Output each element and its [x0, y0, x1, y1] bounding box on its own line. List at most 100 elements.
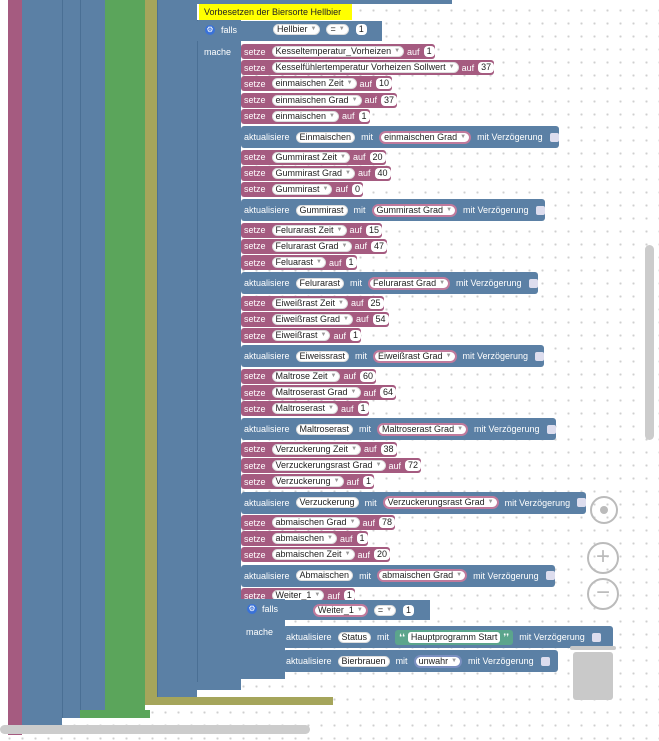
value-input[interactable]: 15 — [366, 224, 383, 236]
condition-operator[interactable]: = ▼ — [326, 24, 349, 35]
text-value[interactable]: Hauptprogramm Start — [407, 631, 501, 643]
delay-checkbox[interactable] — [546, 424, 556, 434]
set-variable-block[interactable]: setze abmaischen Zeit ▼ auf 20 — [241, 547, 391, 563]
update-device-block[interactable]: aktualisiere Felurarast mit Felurarast Grad… — [241, 272, 538, 295]
delay-checkbox[interactable] — [577, 498, 587, 507]
device-selector[interactable]: Felurarast — [295, 277, 345, 289]
if2-condition[interactable]: Weiter_1 ▼ = ▼ 1 — [310, 604, 415, 617]
variable-selector[interactable]: Eiweißrast Grad ▼ — [373, 349, 457, 363]
variable-selector[interactable]: Eiweißrast ▼ — [271, 330, 331, 342]
value-input[interactable]: 1 — [357, 403, 369, 415]
variable-selector[interactable]: Maltroserast Grad ▼ — [377, 422, 469, 436]
device-selector[interactable]: Gummirast — [295, 204, 348, 216]
value-input[interactable]: 38 — [380, 443, 397, 455]
variable-selector[interactable]: Verzuckerung Zeit ▼ — [271, 443, 362, 455]
condition-value[interactable]: 1 — [355, 24, 367, 35]
set-variable-block[interactable]: setze Maltrose Zeit ▼ auf 60 — [241, 368, 377, 384]
value-input[interactable]: 1 — [356, 533, 368, 545]
set-variable-block[interactable]: setze Gummirast Grad ▼ auf 40 — [241, 165, 391, 181]
gear-icon[interactable]: ⚙ — [247, 604, 257, 614]
variable-selector[interactable]: Gummirast ▼ — [271, 183, 333, 195]
comment-bubble[interactable]: Vorbesetzen der Biersorte Hellbier — [199, 4, 352, 20]
value-input[interactable]: 20 — [369, 151, 386, 163]
value-input[interactable]: 60 — [360, 370, 377, 382]
variable-selector[interactable]: Verzuckerung ▼ — [271, 476, 344, 488]
condition-variable[interactable]: Hellbier ▼ — [273, 24, 321, 35]
device-selector[interactable]: Status — [337, 631, 372, 643]
set-variable-block[interactable]: setze Eiweißrast Zeit ▼ auf 25 — [241, 295, 384, 311]
update-bierbrauen-block[interactable]: aktualisiere Bierbrauen mit unwahr ▼ mit … — [283, 650, 558, 672]
value-input[interactable]: 1 — [363, 476, 375, 488]
variable-selector[interactable]: Eiweißrast Grad ▼ — [271, 313, 353, 325]
variable-selector[interactable]: abmaischen Zeit ▼ — [271, 549, 355, 561]
value-input[interactable]: 0 — [352, 183, 364, 195]
value-input[interactable]: 10 — [376, 78, 393, 90]
update-device-block[interactable]: aktualisiere Abmaischen mit abmaischen Grad… — [241, 564, 555, 587]
value-input[interactable]: 72 — [405, 460, 422, 472]
set-variable-block[interactable]: setze Gummirast Zeit ▼ auf 20 — [241, 149, 386, 165]
variable-selector[interactable]: abmaischen ▼ — [271, 533, 337, 545]
device-selector[interactable]: Eiweissrast — [295, 350, 350, 362]
update-status-block[interactable]: aktualisiere Status mit ❛❛ Hauptprogramm … — [283, 626, 613, 648]
variable-selector[interactable]: Gummirast Grad ▼ — [371, 203, 458, 217]
value-input[interactable]: 1 — [343, 590, 355, 602]
value-input[interactable]: 25 — [367, 297, 384, 309]
condition-value[interactable]: 1 — [403, 605, 415, 616]
set-variable-block[interactable]: setze abmaischen Grad ▼ auf 78 — [241, 515, 396, 530]
set-variable-block[interactable]: setze abmaischen ▼ auf 1 — [241, 531, 368, 547]
value-input[interactable]: 1 — [345, 257, 357, 268]
horizontal-scrollbar[interactable] — [0, 725, 310, 734]
value-input[interactable]: 54 — [372, 313, 389, 325]
variable-selector[interactable]: Eiweißrast Zeit ▼ — [271, 297, 348, 309]
variable-selector[interactable]: einmaischen ▼ — [271, 110, 339, 122]
delay-checkbox[interactable] — [535, 351, 545, 361]
update-device-block[interactable]: aktualisiere Maltroserast mit Maltroserast … — [241, 418, 556, 441]
delay-checkbox[interactable] — [540, 656, 550, 666]
set-variable-block[interactable]: setze Gummirast ▼ auf 0 — [241, 181, 364, 197]
update-device-block[interactable]: aktualisiere Eiweissrast mit Eiweißrast Gra… — [241, 345, 545, 368]
value-input[interactable]: 78 — [379, 517, 396, 528]
value-input[interactable]: 37 — [381, 94, 398, 106]
device-selector[interactable]: Verzuckerung — [295, 497, 359, 508]
condition-operator[interactable]: = ▼ — [373, 605, 397, 616]
delay-checkbox[interactable] — [528, 278, 538, 288]
variable-selector[interactable]: einmaischen Zeit ▼ — [271, 78, 357, 90]
set-variable-block[interactable]: setze Eiweißrast ▼ auf 1 — [241, 328, 362, 344]
center-target-icon[interactable] — [590, 496, 618, 524]
set-variable-block[interactable]: setze Felurarast Zeit ▼ auf 15 — [241, 222, 383, 238]
if-condition[interactable]: Hellbier ▼ = ▼ 1 — [270, 24, 367, 35]
variable-selector[interactable]: Felurarast Grad ▼ — [368, 276, 451, 290]
variable-selector[interactable]: Felurarast Grad ▼ — [271, 240, 352, 252]
variable-selector[interactable]: Gummirast Zeit ▼ — [271, 151, 350, 163]
variable-selector[interactable]: abmaischen Grad ▼ — [271, 517, 360, 528]
gear-icon[interactable]: ⚙ — [205, 25, 215, 35]
text-block[interactable]: ❛❛ Hauptprogramm Start ❜❜ — [395, 629, 514, 645]
delay-checkbox[interactable] — [591, 632, 601, 642]
variable-selector[interactable]: Maltroserast Grad ▼ — [271, 387, 361, 398]
vertical-scrollbar[interactable] — [645, 245, 654, 440]
if-block[interactable] — [197, 20, 241, 690]
value-input[interactable]: 40 — [374, 167, 391, 179]
variable-selector[interactable]: Kesselfühlertemperatur Vorheizen Sollwer… — [271, 62, 459, 74]
boolean-selector[interactable]: unwahr ▼ — [413, 654, 463, 668]
device-selector[interactable]: Bierbrauen — [337, 655, 390, 667]
zoom-in-icon[interactable]: + — [587, 542, 619, 574]
set-variable-block[interactable]: setze Verzuckerung Zeit ▼ auf 38 — [241, 441, 397, 457]
value-input[interactable]: 37 — [478, 62, 495, 74]
device-selector[interactable]: Abmaischen — [295, 570, 354, 582]
device-selector[interactable]: Maltroserast — [295, 423, 354, 435]
set-variable-block[interactable]: setze Kesseltemperatur_Vorheizen ▼ auf 1 — [241, 44, 435, 59]
variable-selector[interactable]: Verzuckerungsrast Grad ▼ — [382, 496, 499, 509]
value-input[interactable]: 1 — [358, 110, 370, 122]
set-variable-block[interactable]: setze Verzuckerungsrast Grad ▼ auf 72 — [241, 458, 422, 474]
set-variable-block[interactable]: setze Felurarast Grad ▼ auf 47 — [241, 238, 388, 254]
set-variable-block[interactable]: setze Verzuckerung ▼ auf 1 — [241, 474, 375, 490]
delay-checkbox[interactable] — [549, 132, 559, 142]
value-input[interactable]: 1 — [423, 46, 435, 57]
zoom-out-icon[interactable]: − — [587, 578, 619, 610]
variable-selector[interactable]: einmaischen Grad ▼ — [379, 130, 472, 144]
trash-can-icon[interactable] — [573, 652, 613, 700]
value-input[interactable]: 64 — [380, 387, 397, 398]
value-input[interactable]: 47 — [371, 240, 388, 252]
condition-variable[interactable]: Weiter_1 ▼ — [313, 604, 368, 617]
